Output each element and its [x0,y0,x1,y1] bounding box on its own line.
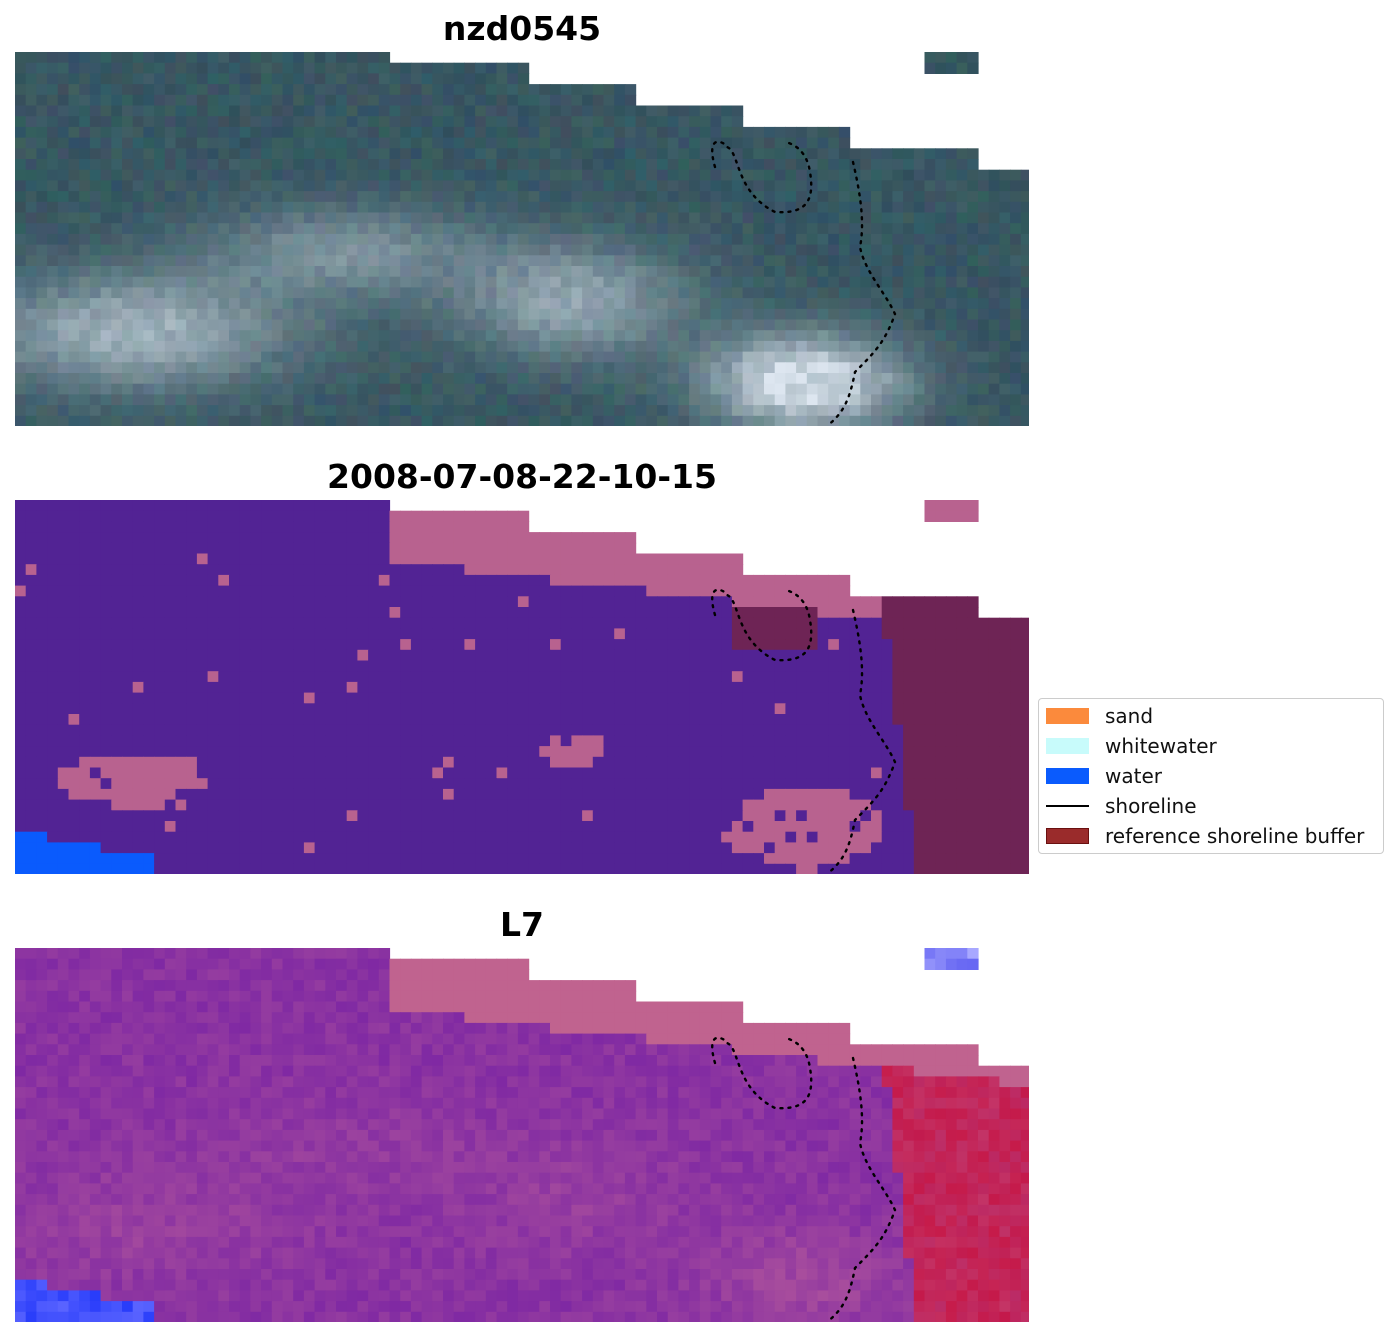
water-index-image [15,948,1029,1322]
shoreline-loop [711,140,813,214]
water-swatch [1046,768,1089,784]
legend: sand whitewater water shoreline referenc… [1038,698,1384,854]
shoreline-loop [711,1036,813,1110]
legend-item-shoreline: shoreline [1046,794,1197,818]
legend-label: shoreline [1105,794,1197,818]
rgb-satellite-image [15,52,1029,426]
panel-title-index: L7 [500,905,544,944]
classified-image-panel [15,500,1029,874]
reference-buffer-swatch [1046,828,1089,844]
whitewater-swatch [1046,738,1089,754]
legend-label: whitewater [1105,734,1217,758]
legend-item-water: water [1046,764,1162,788]
sand-swatch [1046,708,1089,724]
legend-item-whitewater: whitewater [1046,734,1217,758]
classified-image [15,500,1029,874]
shoreline-trace [825,160,897,426]
shoreline-trace [825,608,897,874]
shoreline-line-sample [1046,805,1089,807]
index-image-panel [15,948,1029,1322]
rgb-image-panel [15,52,1029,426]
legend-label: water [1105,764,1162,788]
shoreline-trace [825,1056,897,1322]
panel-title-classified: 2008-07-08-22-10-15 [327,457,717,496]
legend-label: sand [1105,704,1154,728]
legend-item-sand: sand [1046,704,1154,728]
shoreline-loop [711,588,813,662]
legend-label: reference shoreline buffer [1105,824,1365,848]
panel-title-rgb: nzd0545 [442,9,602,48]
legend-item-reference-buffer: reference shoreline buffer [1046,824,1365,848]
